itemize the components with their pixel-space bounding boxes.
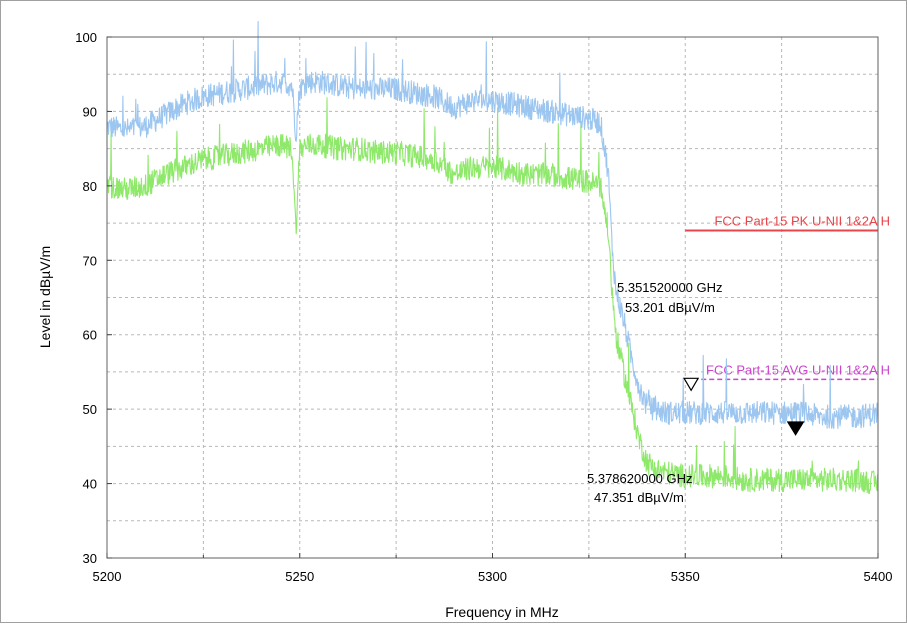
limit-label-0: FCC Part-15 PK U-NII 1&2A H	[714, 214, 890, 229]
limit-lines: FCC Part-15 PK U-NII 1&2A H FCC Part-15 A…	[685, 214, 890, 381]
x-tick-label: 5300	[478, 569, 507, 584]
marker-level-readout: 47.351 dBµV/m	[594, 490, 684, 505]
limit-label-1: FCC Part-15 AVG U-NII 1&2A H	[706, 362, 890, 377]
y-tick-label: 50	[83, 402, 97, 417]
marker-level-readout: 53.201 dBµV/m	[625, 300, 715, 315]
grid	[107, 37, 878, 558]
marker-triangle-hollow	[683, 377, 700, 392]
markers: 5.351520000 GHz 53.201 dBµV/m 5.378620000 …	[587, 280, 805, 505]
x-tick-label: 5400	[864, 569, 893, 584]
x-tick-label: 5250	[285, 569, 314, 584]
x-tick-label: 5350	[671, 569, 700, 584]
x-tick-label: 5200	[93, 569, 122, 584]
y-tick-label: 60	[83, 328, 97, 343]
y-tick-label: 90	[83, 104, 97, 119]
series-line-0	[106, 20, 879, 429]
y-tick-label: 70	[83, 253, 97, 268]
marker-frequency-readout: 5.351520000 GHz	[617, 280, 723, 295]
marker-frequency-readout: 5.378620000 GHz	[587, 471, 693, 486]
y-tick-label: 40	[83, 477, 97, 492]
series-line-1	[106, 97, 879, 495]
marker-triangle-filled	[786, 421, 805, 436]
axis-ticks: 5200 5250 5300 5350 5400 30 40 50 60 70 80 90 100	[75, 30, 892, 584]
y-tick-label: 30	[83, 551, 97, 566]
y-tick-label: 100	[75, 30, 97, 45]
series-layer	[106, 20, 879, 495]
x-axis-title: Frequency in MHz	[445, 604, 559, 620]
y-axis-title: Level in dBµV/m	[37, 246, 53, 348]
y-tick-label: 80	[83, 179, 97, 194]
